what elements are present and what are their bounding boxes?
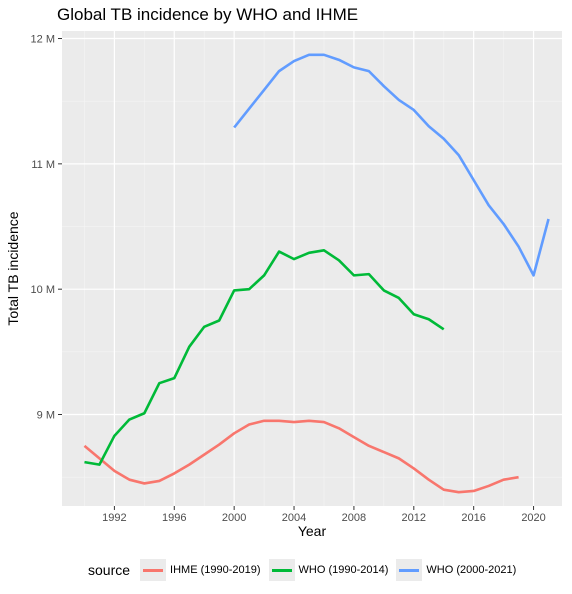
y-tick-label: 10 M [31, 284, 55, 296]
x-tick-label: 2020 [521, 512, 545, 524]
legend: source IHME (1990-2019) WHO (1990-2014) … [88, 559, 524, 581]
x-tick-label: 2012 [402, 512, 426, 524]
legend-item-who-2000: WHO (2000-2021) [396, 559, 516, 581]
axes: 1992 1996 2000 2004 2008 2012 2016 2020 9 M 10 M 1… [31, 34, 546, 524]
minor-gridlines [62, 31, 562, 506]
legend-item-ihme: IHME (1990-2019) [140, 559, 261, 581]
y-tick-label: 9 M [37, 410, 55, 422]
legend-title: source [88, 562, 131, 578]
legend-label-who-2000: WHO (2000-2021) [426, 564, 517, 576]
x-tick-label: 2008 [342, 512, 366, 524]
plot-panel [62, 31, 562, 506]
legend-line-who-2000 [399, 569, 420, 572]
x-tick-label: 2016 [461, 512, 485, 524]
legend-label-ihme: IHME (1990-2019) [170, 564, 261, 576]
series-lines [83, 53, 550, 494]
chart-title: Global TB incidence by WHO and IHME [57, 5, 359, 24]
legend-line-ihme [143, 569, 164, 572]
y-tick-label: 12 M [31, 34, 55, 46]
series-line-0 [83, 419, 519, 494]
x-tick-label: 2004 [282, 512, 306, 524]
legend-line-who-1990 [271, 569, 292, 572]
x-tick-label: 1996 [162, 512, 186, 524]
legend-key-ihme [140, 559, 167, 581]
legend-item-who-1990: WHO (1990-2014) [268, 559, 389, 581]
legend-key-who-2000 [396, 559, 423, 581]
major-gridlines [62, 31, 562, 506]
legend-label-who-1990: WHO (1990-2014) [298, 564, 389, 576]
x-tick-label: 2000 [222, 512, 246, 524]
legend-key-who-1990 [268, 559, 295, 581]
y-tick-label: 11 M [31, 159, 55, 171]
y-axis-label: Total TB incidence [5, 211, 21, 325]
series-line-2 [233, 53, 550, 277]
series-line-1 [84, 249, 445, 466]
x-tick-label: 1992 [102, 512, 126, 524]
x-axis-label: Year [298, 523, 327, 539]
